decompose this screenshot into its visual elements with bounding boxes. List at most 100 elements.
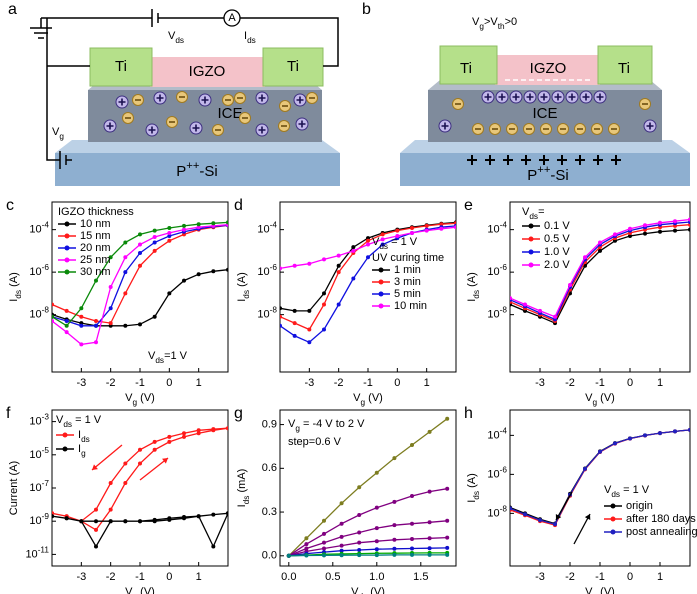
- plot-frame: [509, 201, 691, 373]
- plot-frame: [51, 201, 229, 373]
- text-part: (A): [466, 272, 478, 290]
- data-point: [64, 516, 69, 521]
- plus-sign: [575, 155, 585, 165]
- text-part: P: [527, 167, 537, 184]
- label: Ti: [460, 60, 472, 77]
- diagram-b: b Vg>Vth>0 Ti IGZO Ti ICE P++-Si: [362, 1, 690, 186]
- data-point: [643, 223, 647, 228]
- data-point: [336, 270, 341, 275]
- data-point: [322, 302, 326, 307]
- x-tick-label: -3: [76, 377, 86, 389]
- text-part: =1 V: [164, 350, 188, 362]
- legend-label: 2.0 V: [544, 259, 570, 271]
- y-tick-label: 10-6: [29, 263, 49, 278]
- data-point: [94, 527, 98, 532]
- text-part: ds: [247, 36, 256, 45]
- legend-title: Vds = 1 V: [604, 484, 650, 499]
- data-point: [52, 319, 54, 324]
- ti-electrode: [89, 47, 153, 87]
- text-part: (A): [466, 473, 478, 491]
- data-point: [292, 263, 297, 268]
- legend-label: 25 nm: [80, 254, 111, 266]
- text-part: g: [593, 398, 598, 407]
- text-part: V: [148, 350, 156, 362]
- text-part: (V): [137, 586, 155, 594]
- plus-sign: [118, 98, 126, 106]
- text-part: -8: [42, 305, 50, 314]
- data-point: [94, 319, 98, 324]
- legend-marker: [378, 303, 384, 309]
- y-tick-label: 10-6: [257, 263, 277, 278]
- data-point: [427, 536, 432, 541]
- substrate-top: [400, 140, 690, 153]
- plus-sign: [540, 93, 548, 101]
- text-part: -6: [42, 263, 50, 272]
- plot-frame: [51, 409, 229, 567]
- x-tick-label: 0.0: [281, 571, 296, 583]
- legend-title: UV curing time: [372, 252, 444, 264]
- text-part: >0: [505, 16, 518, 28]
- x-axis-label: Vg (V): [125, 392, 155, 407]
- y-tick-label: 10-6: [487, 465, 507, 480]
- x-tick-label: -1: [135, 571, 145, 583]
- data-point: [424, 228, 429, 233]
- text-part: ds: [472, 290, 481, 299]
- data-point: [138, 461, 142, 466]
- text-part: = 1 V: [388, 236, 418, 248]
- data-point: [196, 222, 201, 227]
- annotation: Vg = -4 V to 2 V: [288, 418, 365, 433]
- data-point: [380, 242, 385, 247]
- text-part: g: [133, 592, 138, 594]
- x-tick-label: -3: [304, 377, 314, 389]
- diagram-a: a A Vds Ids Vg Ti IGZO Ti ICE P++-Si: [8, 1, 340, 186]
- data-point: [52, 314, 54, 319]
- x-tick-label: -2: [565, 377, 575, 389]
- data-point: [380, 232, 385, 237]
- data-point: [182, 434, 186, 439]
- annotation: Vds = 1 V: [372, 236, 418, 251]
- data-point: [108, 519, 113, 524]
- y-tick-label: 10-3: [29, 412, 49, 427]
- data-point: [553, 522, 557, 527]
- text-part: 10: [487, 266, 499, 278]
- text-part: 10: [29, 482, 41, 494]
- data-point: [658, 229, 662, 234]
- legend-label: origin: [626, 500, 653, 512]
- plus-sign: [554, 93, 562, 101]
- text-part: (V): [597, 392, 615, 404]
- data-point: [688, 427, 690, 432]
- plus-sign: [593, 155, 603, 165]
- text-part: V: [168, 30, 176, 42]
- text-part: -6: [500, 263, 508, 272]
- data-point: [138, 519, 142, 524]
- data-point: [64, 323, 69, 328]
- data-point: [322, 518, 326, 523]
- data-point: [196, 272, 201, 277]
- text-part: ds: [611, 490, 620, 499]
- arrow: [139, 457, 169, 481]
- data-point: [392, 537, 397, 542]
- plot-frame: [279, 201, 457, 373]
- charges: [103, 90, 657, 165]
- data-point: [410, 552, 414, 557]
- data-point: [292, 333, 297, 338]
- legend-label: 0.5 V: [544, 233, 570, 245]
- plus-sign: [498, 93, 506, 101]
- data-point: [410, 442, 414, 447]
- data-point: [357, 553, 362, 558]
- label: ICE: [532, 105, 557, 122]
- data-point: [196, 514, 201, 519]
- text-part: g: [479, 22, 484, 31]
- data-point: [94, 340, 98, 345]
- text-part: V: [52, 126, 60, 138]
- y-tick-label: 10-5: [29, 445, 49, 460]
- text-part: 10: [487, 507, 499, 519]
- data-line: [288, 552, 448, 557]
- data-point: [167, 238, 172, 243]
- data-point: [427, 520, 432, 525]
- label: Vds: [168, 30, 184, 45]
- legend-label: Ig: [78, 443, 86, 458]
- data-point: [167, 234, 172, 239]
- y-tick-label: 0.3: [262, 506, 277, 518]
